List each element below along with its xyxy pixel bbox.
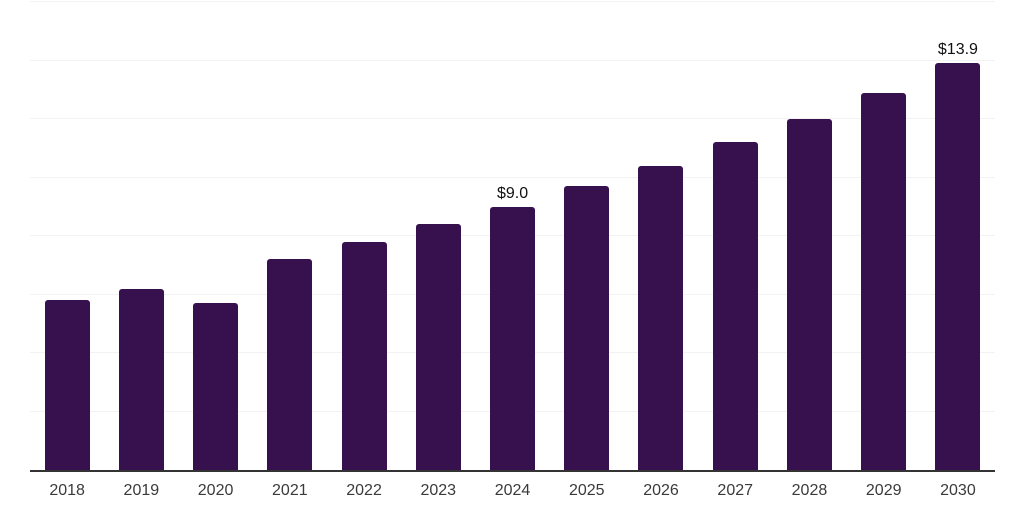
bar-column-2030: $13.9 [921,2,995,470]
bar-column-2027 [698,2,772,470]
bar-2024 [490,206,536,470]
bar-column-2019 [104,2,178,470]
bar-column-2024: $9.0 [475,2,549,470]
bar-2022 [341,241,387,470]
bar-2020 [193,303,239,470]
bar-2030 [935,63,981,470]
x-tick-label-2026: 2026 [643,482,679,499]
x-axis: 2018 2019 2020 2021 2022 2023 2024 2025 2026 2027… [30,472,995,499]
bar-value-label-2024: $9.0 [496,184,529,202]
x-tick-label-2024: 2024 [494,482,531,499]
bar-2023 [415,224,461,470]
x-tick-label-2028: 2028 [791,482,828,499]
bar-2019 [118,288,164,470]
x-tick-label-2018: 2018 [49,482,85,499]
bar-column-2022 [327,2,401,470]
gridline-y-14 [30,59,995,61]
x-tick-label-2029: 2029 [865,482,902,499]
x-tick-label-2020: 2020 [197,482,234,499]
bar-2029 [861,92,907,470]
plot-area: $9.0 $13.9 [30,1,995,472]
bar-2018 [44,300,90,470]
x-tick-label-2019: 2019 [123,482,160,499]
bar-column-2026 [624,2,698,470]
bar-2021 [267,259,313,470]
x-tick-label-2030: 2030 [940,482,976,499]
gridline-y-12 [30,118,995,119]
bar-2025 [564,186,610,470]
gridline-y-16 [30,1,995,2]
bar-column-2020 [178,2,252,470]
bars-row: $9.0 $13.9 [30,2,995,470]
x-tick-label-2023: 2023 [420,482,457,499]
bar-column-2028 [772,2,846,470]
bar-2028 [786,119,832,470]
bar-column-2023 [401,2,475,470]
bar-column-2025 [550,2,624,470]
bar-2026 [638,165,684,470]
x-tick-label-2027: 2027 [717,482,754,499]
bar-column-2021 [253,2,327,470]
bar-value-label-2030: $13.9 [937,41,978,59]
bar-column-2018 [30,2,104,470]
x-tick-label-2021: 2021 [272,482,308,499]
bar-column-2029 [847,2,921,470]
gridline-y-10 [30,176,995,178]
bar-2027 [712,142,758,470]
x-tick-label-2025: 2025 [568,482,605,499]
x-tick-label-2022: 2022 [346,482,382,499]
